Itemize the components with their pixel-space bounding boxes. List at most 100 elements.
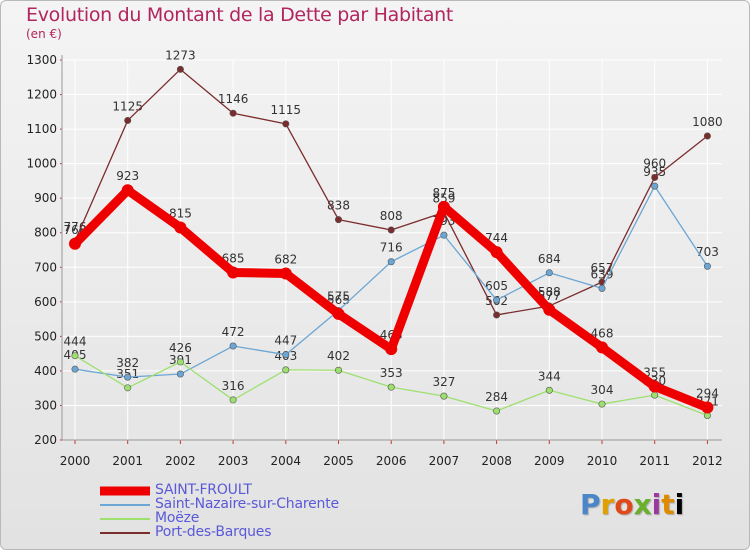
data-label: 575: [327, 289, 350, 303]
data-label: 444: [64, 335, 87, 349]
data-label: 935: [643, 165, 666, 179]
data-label: 402: [327, 349, 350, 363]
data-label: 682: [274, 252, 297, 266]
data-label: 565: [327, 293, 350, 307]
data-point: [545, 269, 553, 277]
legend-swatch: [100, 486, 150, 496]
y-axis-unit: (en €): [26, 27, 62, 41]
data-label: 284: [485, 390, 508, 404]
data-point: [279, 267, 292, 280]
data-label: 588: [538, 285, 561, 299]
data-label: 468: [591, 326, 614, 340]
data-point: [493, 407, 501, 415]
data-label: 1115: [271, 103, 302, 117]
y-tick-label: 1000: [26, 157, 57, 171]
data-label: 1125: [112, 99, 143, 113]
y-tick-label: 1100: [26, 122, 57, 136]
data-point: [493, 311, 501, 319]
data-point: [703, 262, 711, 270]
data-point: [387, 258, 395, 266]
data-label: 875: [432, 186, 455, 200]
y-tick-label: 1300: [26, 53, 57, 67]
data-point: [701, 401, 714, 414]
data-point: [124, 116, 132, 124]
y-tick-label: 300: [34, 398, 57, 412]
data-point: [490, 246, 503, 259]
data-label: 1273: [165, 48, 196, 62]
legend-label: Port-des-Barques: [155, 524, 272, 540]
data-label: 304: [591, 383, 614, 397]
data-label: 426: [169, 341, 192, 355]
data-point: [387, 226, 395, 234]
data-label: 1146: [218, 92, 249, 106]
x-tick-label: 2001: [112, 454, 143, 468]
data-point: [176, 358, 184, 366]
legend-label: SAINT-FROULT: [155, 482, 252, 498]
chart-title: Evolution du Montant de la Dette par Hab…: [26, 4, 454, 26]
x-tick-label: 2007: [429, 454, 460, 468]
data-point: [229, 342, 237, 350]
legend-swatch: [100, 518, 150, 520]
data-point: [121, 184, 134, 197]
data-label: 808: [380, 209, 403, 223]
data-point: [651, 182, 659, 190]
data-label: 344: [538, 369, 561, 383]
data-label: 382: [116, 356, 139, 370]
x-tick-label: 2002: [165, 454, 196, 468]
data-point: [334, 366, 342, 374]
data-point: [332, 307, 345, 320]
data-label: 815: [169, 207, 192, 221]
data-point: [71, 365, 79, 373]
data-label: 1080: [692, 115, 723, 129]
x-tick-label: 2012: [692, 454, 723, 468]
y-tick-label: 1200: [26, 88, 57, 102]
data-point: [596, 341, 608, 354]
x-tick-label: 2003: [218, 454, 249, 468]
x-tick-label: 2006: [376, 454, 407, 468]
data-point: [69, 237, 81, 250]
data-point: [71, 352, 79, 360]
y-tick-label: 500: [34, 329, 57, 343]
data-point: [387, 383, 395, 391]
data-label: 923: [116, 169, 139, 183]
legend-swatch: [100, 532, 150, 534]
data-point: [124, 384, 132, 392]
data-point: [648, 380, 661, 393]
data-point: [440, 392, 448, 400]
y-tick-label: 400: [34, 364, 57, 378]
legend-label: Saint-Nazaire-sur-Charente: [155, 496, 339, 512]
data-point: [176, 370, 184, 378]
data-point: [651, 391, 659, 399]
data-point: [493, 296, 501, 304]
data-point: [543, 303, 556, 316]
data-label: 684: [538, 252, 561, 266]
data-point: [598, 284, 606, 292]
data-point: [651, 173, 659, 181]
data-label: 716: [380, 241, 403, 255]
y-tick-label: 900: [34, 191, 57, 205]
data-point: [703, 132, 711, 140]
data-label: 776: [64, 220, 87, 234]
data-label: 472: [222, 325, 245, 339]
data-label: 447: [274, 334, 297, 348]
data-label: 960: [643, 156, 666, 170]
data-point: [227, 266, 240, 279]
data-label: 294: [696, 387, 719, 401]
x-tick-label: 2004: [271, 454, 302, 468]
data-point: [282, 366, 290, 374]
data-point: [174, 221, 187, 234]
x-tick-label: 2010: [587, 454, 618, 468]
data-point: [437, 200, 450, 213]
data-point: [545, 386, 553, 394]
data-label: 327: [432, 375, 455, 389]
data-label: 355: [643, 365, 666, 379]
data-label: 703: [696, 245, 719, 259]
x-tick-label: 2011: [639, 454, 670, 468]
x-tick-label: 2008: [481, 454, 512, 468]
data-label: 316: [222, 379, 245, 393]
data-point: [124, 373, 132, 381]
proxiti-logo: Proxiti: [580, 488, 685, 521]
data-point: [334, 216, 342, 224]
